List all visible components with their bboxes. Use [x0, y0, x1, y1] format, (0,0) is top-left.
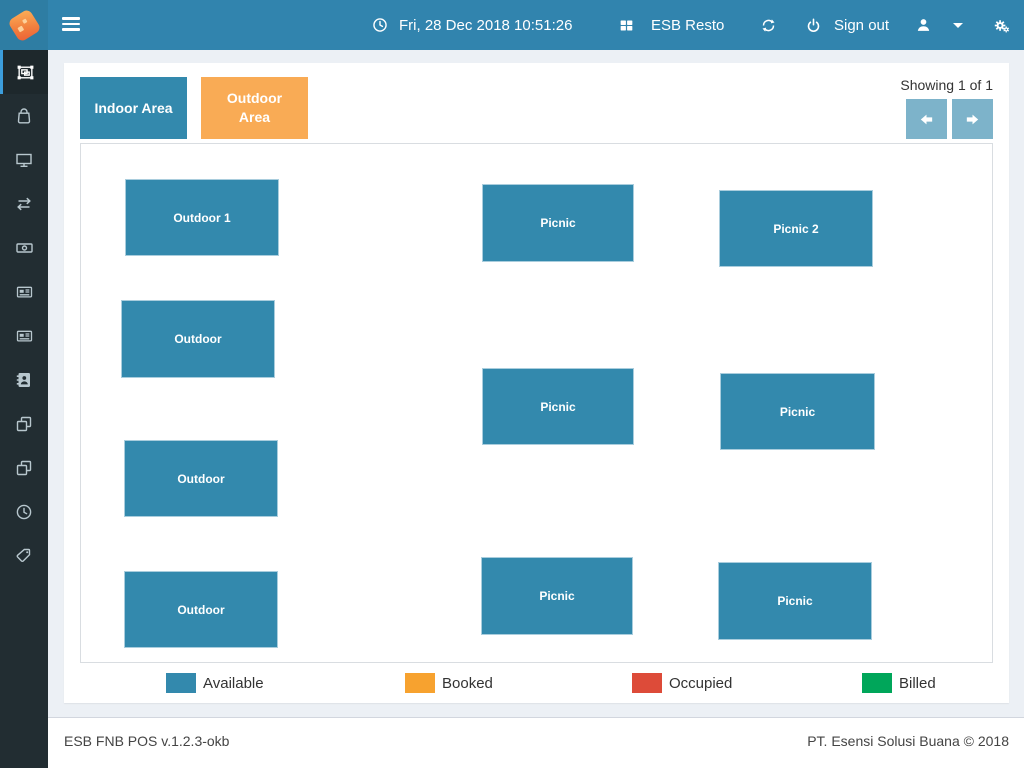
table-label: Picnic 2: [773, 221, 819, 236]
legend-item-billed: Billed: [862, 673, 936, 693]
legend-swatch-billed: [862, 673, 892, 693]
datetime-text: Fri, 28 Dec 2018 10:51:26: [399, 16, 573, 34]
sidebar-item-clone[interactable]: [0, 402, 48, 446]
floor-plan-card: Indoor Area Outdoor Area Showing 1 of 1 …: [64, 63, 1009, 703]
table-picnic[interactable]: Picnic: [720, 373, 875, 450]
legend-swatch-booked: [405, 673, 435, 693]
table-label: Outdoor: [177, 602, 225, 617]
table-label: Outdoor: [174, 332, 222, 346]
table-picnic[interactable]: Picnic: [482, 184, 634, 262]
next-area-button[interactable]: [952, 99, 993, 139]
arrow-left-icon: [920, 114, 933, 124]
legend-label: Occupied: [669, 674, 733, 692]
legend-item-booked: Booked: [405, 673, 493, 693]
sidebar-item-address-book[interactable]: [0, 358, 48, 402]
legend-item-occupied: Occupied: [632, 673, 732, 693]
table-label: Picnic: [540, 399, 576, 414]
sidebar-item-exchange[interactable]: [0, 182, 48, 226]
table-label: Picnic: [539, 589, 575, 603]
table-outdoor[interactable]: Outdoor: [121, 300, 275, 378]
area-paging: Showing 1 of 1: [900, 77, 993, 139]
sidebar-item-newspaper[interactable]: [0, 270, 48, 314]
area-tabs: Indoor Area Outdoor Area: [80, 77, 308, 139]
sidebar-item-desktop[interactable]: [0, 138, 48, 182]
sidebar: [0, 50, 48, 768]
area-tab-indoor[interactable]: Indoor Area: [80, 77, 187, 139]
table-label: Picnic: [777, 594, 813, 608]
caret-down-icon[interactable]: [953, 0, 963, 50]
floor-plan: Outdoor 1 Picnic Picnic 2 Outdoor Picnic Picn…: [80, 143, 993, 663]
legend-label: Booked: [442, 674, 493, 692]
table-outdoor-1[interactable]: Outdoor 1: [125, 179, 279, 256]
sidebar-item-newspaper-2[interactable]: [0, 314, 48, 358]
prev-area-button[interactable]: [906, 99, 947, 139]
table-label: Outdoor: [177, 471, 225, 486]
refresh-icon[interactable]: [761, 0, 776, 50]
th-large-icon[interactable]: [619, 0, 634, 50]
table-label: Outdoor 1: [173, 210, 231, 225]
paging-status-text: Showing 1 of 1: [900, 77, 993, 93]
footer-copyright-text: PT. Esensi Solusi Buana © 2018: [807, 733, 1009, 749]
sidebar-item-tags[interactable]: [0, 534, 48, 578]
clock-icon: [372, 0, 388, 50]
status-legend: Available Booked Occupied Billed: [80, 673, 993, 693]
legend-label: Available: [203, 674, 264, 692]
cogs-icon[interactable]: [993, 0, 1010, 50]
legend-swatch-available: [166, 673, 196, 693]
signout-button[interactable]: Sign out: [834, 16, 890, 34]
table-label: Picnic: [779, 404, 816, 419]
table-label: Picnic: [540, 216, 576, 230]
arrow-right-icon: [966, 114, 979, 124]
table-picnic[interactable]: Picnic: [481, 557, 633, 635]
table-outdoor[interactable]: Outdoor: [124, 440, 278, 517]
sidebar-item-clock[interactable]: [0, 490, 48, 534]
legend-swatch-occupied: [632, 673, 662, 693]
footer-version-text: ESB FNB POS v.1.2.3-okb: [64, 733, 230, 749]
page-footer: ESB FNB POS v.1.2.3-okb PT. Esensi Solus…: [48, 717, 1024, 768]
user-icon[interactable]: [916, 0, 931, 50]
brand-logo[interactable]: [0, 0, 48, 50]
sidebar-toggle-button[interactable]: [62, 17, 80, 33]
top-navbar: Fri, 28 Dec 2018 10:51:26 ESB Resto Sign…: [0, 0, 1024, 50]
sidebar-item-clone-2[interactable]: [0, 446, 48, 490]
brand-logo-icon: [6, 7, 42, 43]
sidebar-item-shopping-bag[interactable]: [0, 94, 48, 138]
sidebar-item-money-bill[interactable]: [0, 226, 48, 270]
table-picnic[interactable]: Picnic: [482, 368, 634, 445]
legend-item-available: Available: [166, 673, 264, 693]
table-picnic[interactable]: Picnic: [718, 562, 872, 640]
area-tab-outdoor[interactable]: Outdoor Area: [201, 77, 308, 139]
legend-label: Billed: [899, 674, 936, 692]
sidebar-item-object-group[interactable]: [0, 50, 48, 94]
table-outdoor[interactable]: Outdoor: [124, 571, 278, 648]
power-icon[interactable]: [806, 0, 821, 50]
outlet-name[interactable]: ESB Resto: [651, 16, 725, 34]
table-picnic-2[interactable]: Picnic 2: [719, 190, 873, 267]
